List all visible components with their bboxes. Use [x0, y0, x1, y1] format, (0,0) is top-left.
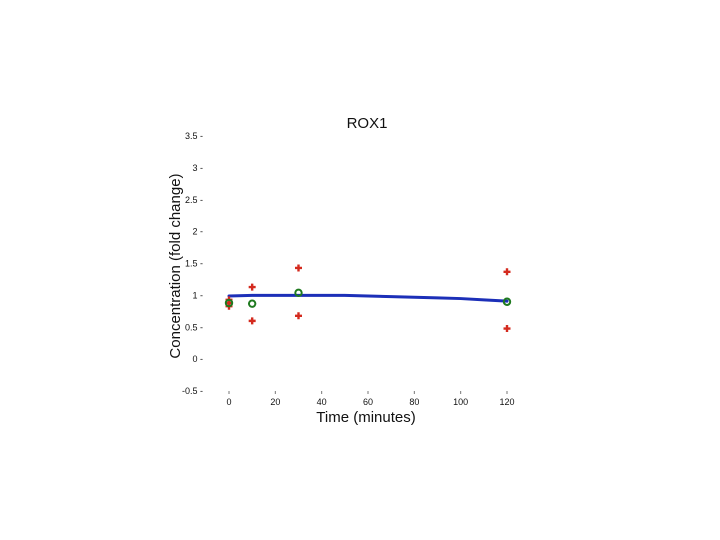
x-tick-label: 20 [270, 397, 280, 407]
chart-title: ROX1 [347, 115, 388, 132]
mean-point [294, 288, 303, 298]
x-tick-label: 40 [317, 397, 327, 407]
replicate-point [248, 283, 256, 291]
mean-point [502, 297, 512, 306]
y-tick-label: 1.5 - [185, 259, 203, 269]
replicate-point [503, 325, 511, 333]
replicate-point [295, 264, 302, 272]
x-tick-label: 100 [453, 397, 468, 407]
y-tick-label: 2 - [192, 227, 203, 237]
y-axis-title: Concentration (fold change) [167, 173, 184, 358]
y-tick-label: 0.5 - [185, 322, 203, 332]
y-tick-label: 2.5 - [185, 195, 203, 205]
x-tick-label: 80 [409, 397, 419, 407]
plot-area [224, 264, 512, 333]
x-tick-label: 60 [363, 397, 373, 407]
y-tick-label: 1 - [192, 290, 203, 300]
y-tick-label: 3 - [192, 163, 203, 173]
mean-point [247, 299, 257, 308]
y-axis: 3.5 - 3 - 2.5 - 2 - 1.5 - 1 - 0.5 - 0 - -0.5 - [182, 131, 203, 396]
fit-line [227, 293, 509, 303]
x-tick-label: 120 [499, 397, 514, 407]
mean-point [224, 298, 234, 308]
x-tick-label: 0 [226, 397, 231, 407]
replicate-point [503, 268, 511, 276]
y-tick-label: -0.5 - [182, 386, 203, 396]
replicate-point [248, 317, 256, 325]
y-tick-label: 0 - [192, 354, 203, 364]
x-axis: 0 20 40 60 80 100 120 [226, 391, 515, 407]
x-axis-title: Time (minutes) [316, 409, 415, 426]
y-tick-label: 3.5 - [185, 131, 203, 141]
replicate-point [295, 312, 302, 320]
